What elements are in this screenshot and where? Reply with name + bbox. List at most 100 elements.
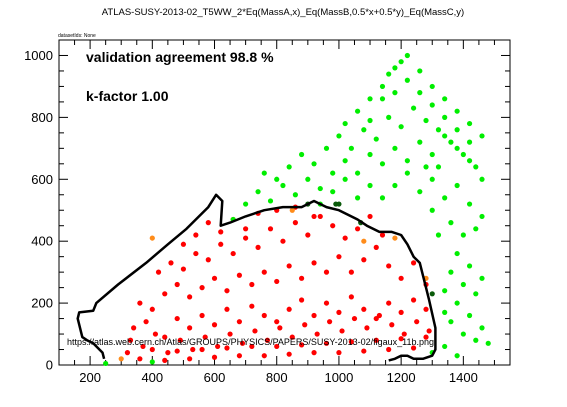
allowed-point: [343, 158, 348, 163]
allowed-point: [280, 183, 285, 188]
y-tick-label: 800: [31, 110, 53, 125]
allowed-point: [355, 109, 360, 114]
excluded-point: [249, 304, 254, 309]
excluded-point: [206, 220, 211, 225]
allowed-point: [430, 208, 435, 213]
allowed-point: [405, 78, 410, 83]
excluded-point: [199, 313, 204, 318]
allowed-point: [311, 161, 316, 166]
allowed-point: [330, 189, 335, 194]
allowed-point: [455, 109, 460, 114]
allowed-point: [455, 300, 460, 305]
y-tick-label: 400: [31, 234, 53, 249]
allowed-point: [473, 338, 478, 343]
allowed-point: [417, 90, 422, 95]
allowed-point: [473, 164, 478, 169]
y-tick-label: 1000: [24, 48, 53, 63]
allowed-point: [461, 282, 466, 287]
excluded-point: [277, 325, 282, 330]
excluded-point: [175, 348, 180, 353]
excluded-point: [199, 347, 204, 352]
allowed-point: [442, 310, 447, 315]
x-tick-label: 200: [79, 370, 101, 385]
excluded-point: [287, 307, 292, 312]
excluded-point: [411, 297, 416, 302]
excluded-point: [212, 276, 217, 281]
excluded-point: [339, 328, 344, 333]
allowed-point: [380, 96, 385, 101]
excluded-point: [243, 226, 248, 231]
excluded-point: [187, 356, 192, 361]
allowed-point: [479, 325, 484, 330]
allowed-point: [455, 251, 460, 256]
allowed-point: [405, 53, 410, 58]
excluded-point: [199, 285, 204, 290]
annotation-kfactor: k-factor 1.00: [86, 88, 169, 104]
excluded-point: [399, 276, 404, 281]
allowed-point: [423, 164, 428, 169]
excluded-point: [305, 232, 310, 237]
x-tick-label: 1000: [324, 370, 353, 385]
allowed-point: [461, 152, 466, 157]
excluded-point: [311, 313, 316, 318]
excluded-point: [364, 325, 369, 330]
allowed-point: [479, 133, 484, 138]
excluded-point: [411, 260, 416, 265]
excluded-point: [262, 353, 267, 358]
excluded-point: [352, 316, 357, 321]
excluded-point: [224, 288, 229, 293]
excluded-point: [162, 291, 167, 296]
disagree-excluded-point: [150, 235, 155, 240]
allowed-point: [479, 214, 484, 219]
allowed-point: [455, 183, 460, 188]
disagree-allowed-point: [430, 291, 435, 296]
disagree-excluded-point: [361, 239, 366, 244]
excluded-point: [343, 235, 348, 240]
allowed-point: [150, 359, 155, 364]
excluded-point: [212, 355, 217, 360]
allowed-point: [448, 270, 453, 275]
excluded-point: [361, 307, 366, 312]
excluded-point: [206, 257, 211, 262]
excluded-point: [389, 322, 394, 327]
allowed-point: [392, 146, 397, 151]
excluded-point: [175, 282, 180, 287]
excluded-point: [377, 313, 382, 318]
excluded-point: [274, 319, 279, 324]
y-tick-label: 600: [31, 172, 53, 187]
allowed-point: [243, 201, 248, 206]
allowed-point: [455, 353, 460, 358]
allowed-point: [448, 319, 453, 324]
allowed-point: [411, 105, 416, 110]
x-tick-label: 1400: [449, 370, 478, 385]
excluded-point: [237, 353, 242, 358]
allowed-point: [417, 189, 422, 194]
excluded-point: [150, 307, 155, 312]
y-tick-label: 0: [46, 358, 53, 373]
excluded-point: [287, 263, 292, 268]
allowed-point: [455, 127, 460, 132]
excluded-point: [262, 270, 267, 275]
allowed-point: [448, 220, 453, 225]
excluded-point: [175, 316, 180, 321]
allowed-point: [486, 341, 491, 346]
excluded-point: [268, 226, 273, 231]
excluded-point: [402, 331, 407, 336]
allowed-point: [442, 288, 447, 293]
allowed-point: [324, 146, 329, 151]
excluded-point: [318, 214, 323, 219]
allowed-point: [448, 140, 453, 145]
excluded-point: [137, 300, 142, 305]
excluded-point: [367, 214, 372, 219]
allowed-point: [374, 136, 379, 141]
excluded-point: [193, 232, 198, 237]
allowed-point: [343, 121, 348, 126]
excluded-point: [212, 322, 217, 327]
allowed-point: [423, 118, 428, 123]
excluded-point: [243, 235, 248, 240]
excluded-point: [143, 319, 148, 324]
excluded-point: [137, 356, 142, 361]
excluded-point: [386, 263, 391, 268]
x-tick-label: 400: [141, 370, 163, 385]
